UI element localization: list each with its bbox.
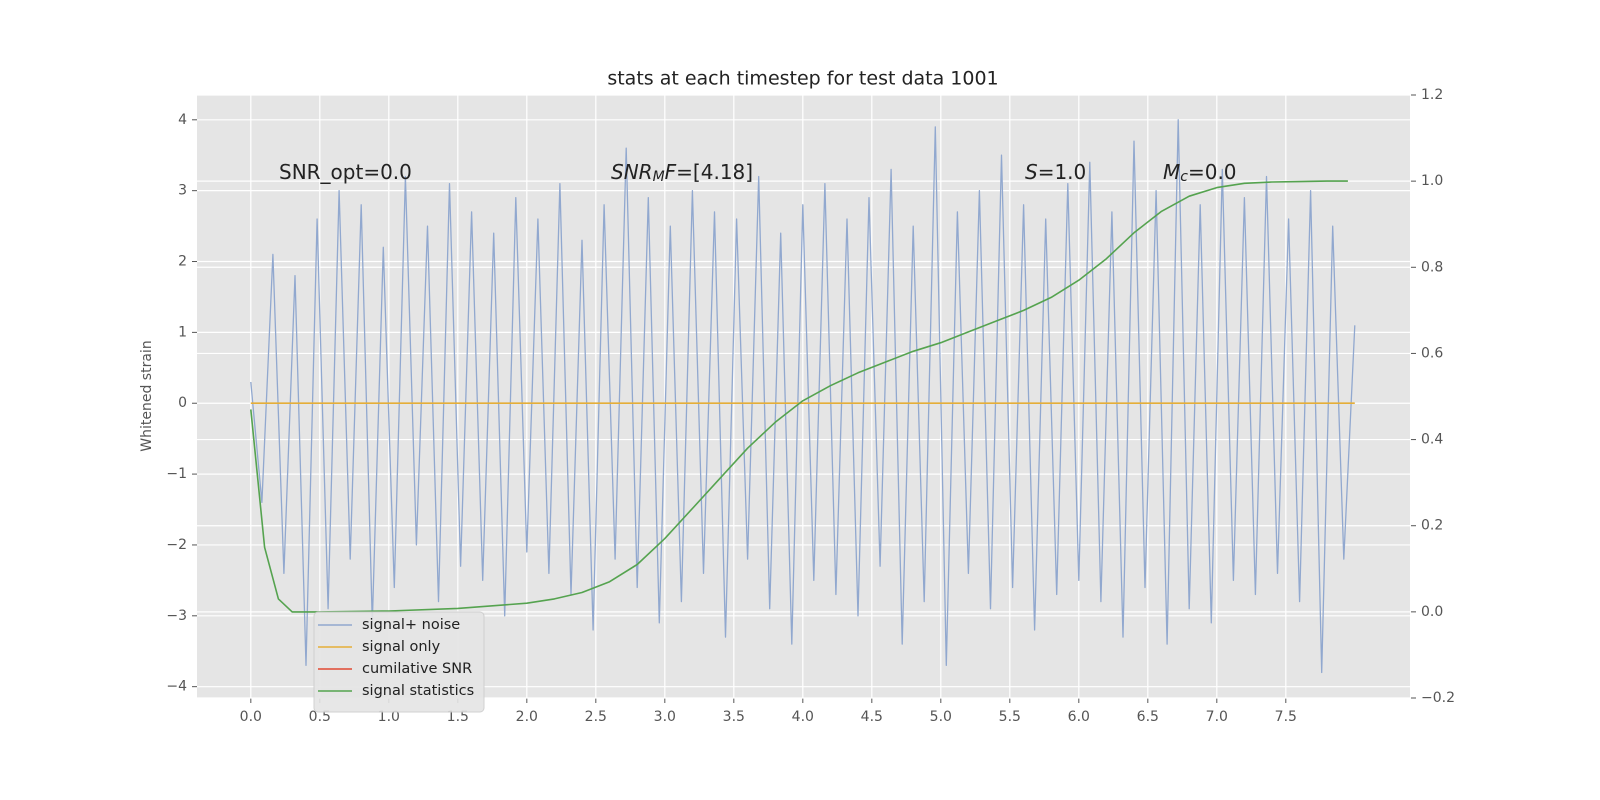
x-tick-label: 3.0	[654, 709, 676, 725]
x-tick-label: 1.0	[378, 709, 400, 725]
annotation: Mc=0.0	[1163, 160, 1237, 185]
y-axis-label: Whitened strain	[139, 340, 155, 451]
y2-tick-label: 0.6	[1421, 345, 1443, 361]
annotation-part: =1.0	[1038, 160, 1087, 184]
x-tick-label: 4.0	[792, 709, 814, 725]
x-tick-label: 5.0	[930, 709, 952, 725]
annotation: SNR_opt=0.0	[279, 160, 412, 184]
annotation-part: F	[665, 160, 677, 184]
x-tick-label: 3.5	[723, 709, 745, 725]
annotation-part: SNR	[611, 160, 653, 184]
y2-tick-label: 0.8	[1421, 259, 1443, 275]
legend-label: cumilative SNR	[362, 661, 472, 677]
legend-label: signal+ noise	[362, 617, 460, 633]
y2-tick-label: 1.0	[1421, 173, 1443, 189]
y-tick-label: −1	[166, 466, 187, 482]
x-tick-label: 1.5	[447, 709, 469, 725]
x-tick-label: 7.0	[1206, 709, 1228, 725]
legend-box	[313, 611, 485, 713]
x-tick-label: 6.5	[1137, 709, 1159, 725]
annotation-part: =[4.18]	[676, 160, 753, 184]
annotation-part: SNR_opt=0.0	[279, 160, 412, 184]
y-tick-label: −3	[166, 608, 187, 624]
y2-tick-label: 0.2	[1421, 518, 1443, 534]
y-tick-label: 0	[178, 395, 187, 411]
chart-title: stats at each timestep for test data 100…	[607, 68, 998, 90]
y-tick-label: 4	[178, 112, 187, 128]
annotation-part: =0.0	[1188, 160, 1237, 184]
y-tick-label: 3	[178, 183, 187, 199]
x-tick-label: 5.5	[999, 709, 1021, 725]
y2-tick-label: −0.2	[1421, 690, 1455, 706]
x-tick-label: 2.5	[585, 709, 607, 725]
y-tick-label: 1	[178, 324, 187, 340]
y-tick-label: 2	[178, 254, 187, 270]
x-tick-label: 0.0	[240, 709, 262, 725]
legend-label: signal statistics	[362, 683, 474, 699]
legend-label: signal only	[362, 639, 441, 655]
y2-tick-label: 1.2	[1421, 87, 1443, 103]
y-tick-label: −2	[166, 537, 187, 553]
annotation-part: M	[653, 169, 665, 185]
y2-tick-label: 0.4	[1421, 432, 1443, 448]
x-tick-label: 7.5	[1275, 709, 1297, 725]
annotation: SNRMF=[4.18]	[611, 160, 753, 185]
x-tick-label: 6.0	[1068, 709, 1090, 725]
series-line	[250, 180, 1348, 613]
series-line	[250, 119, 1356, 674]
annotation: S=1.0	[1025, 160, 1086, 184]
annotation-part: S	[1025, 160, 1038, 184]
annotation-part: M	[1163, 160, 1180, 184]
x-tick-label: 2.0	[516, 709, 538, 725]
y-tick-label: −4	[166, 679, 187, 695]
x-tick-label: 0.5	[309, 709, 331, 725]
y2-tick-label: 0.0	[1421, 604, 1443, 620]
x-tick-label: 4.5	[861, 709, 883, 725]
annotation-part: c	[1180, 169, 1188, 185]
